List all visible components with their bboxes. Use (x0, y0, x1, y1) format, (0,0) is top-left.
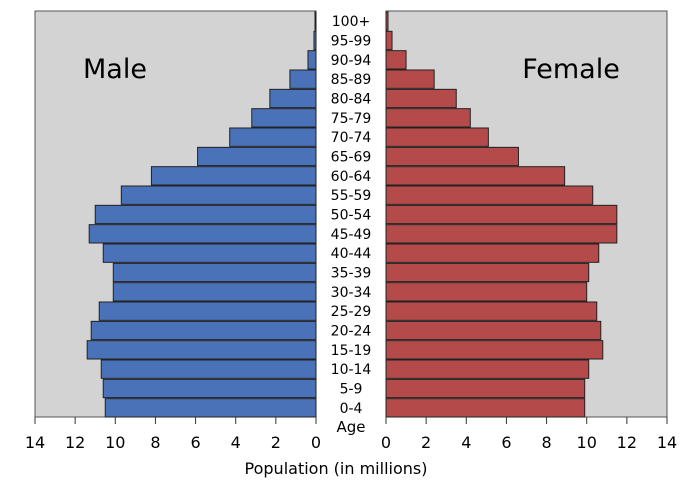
female-bar-65-69 (385, 146, 519, 167)
x-axis-title: Population (in millions) (245, 459, 428, 478)
female-bar-95-99 (385, 30, 393, 51)
male-bar-0-4 (104, 398, 317, 418)
female-bar-100+ (385, 11, 389, 31)
female-bar-75-79 (385, 108, 471, 128)
age-label: 85-89 (331, 72, 372, 88)
right-tick-label: 4 (461, 433, 471, 452)
left-tick-label: 4 (231, 433, 241, 452)
right-tick-label: 12 (617, 433, 637, 452)
right-tick-label: 8 (541, 433, 551, 452)
male-bar-35-39 (112, 262, 317, 283)
right-tick-label: 6 (501, 433, 511, 452)
female-bar-35-39 (385, 262, 590, 283)
male-bar-65-69 (197, 146, 317, 167)
left-tick-label: 14 (25, 433, 45, 452)
male-bar-85-89 (289, 69, 317, 89)
left-tick-label: 6 (190, 433, 200, 452)
male-bar-75-79 (251, 108, 317, 128)
right-x-axis: 0 2 4 6 8 10 12 14 (381, 417, 677, 452)
age-label: 35-39 (331, 266, 372, 282)
age-label: 60-64 (331, 169, 372, 185)
age-axis-label: Age (336, 418, 365, 436)
female-bar-80-84 (385, 88, 457, 109)
age-label: 0-4 (340, 401, 363, 417)
age-label: 100+ (332, 14, 370, 30)
left-tick-label: 0 (311, 433, 321, 452)
age-label: 10-14 (331, 362, 372, 378)
female-bar-20-24 (385, 320, 602, 341)
age-label: 55-59 (331, 188, 372, 204)
male-bar-90-94 (307, 50, 317, 70)
male-bar-55-59 (120, 185, 317, 205)
female-bar-5-9 (385, 378, 586, 399)
male-bar-10-14 (100, 359, 317, 379)
male-bar-40-44 (102, 243, 317, 263)
age-label: 45-49 (331, 227, 372, 243)
left-tick-label: 2 (271, 433, 281, 452)
female-bar-15-19 (385, 340, 604, 360)
age-label: 5-9 (340, 382, 363, 398)
age-label: 20-24 (331, 324, 372, 340)
male-bar-80-84 (269, 88, 317, 109)
age-labels: 100+ 95-99 90-94 85-89 80-84 75-79 70-74 65-69 6… (331, 14, 372, 417)
age-label: 40-44 (331, 246, 372, 262)
male-bar-45-49 (88, 224, 317, 244)
male-bar-60-64 (150, 166, 317, 186)
female-bar-60-64 (385, 166, 566, 186)
male-series-label: Male (83, 54, 147, 85)
male-bar-15-19 (86, 340, 317, 360)
right-tick-label: 2 (421, 433, 431, 452)
age-label: 80-84 (331, 92, 372, 108)
male-bar-5-9 (102, 378, 317, 399)
male-bar-70-74 (229, 127, 317, 147)
female-bar-45-49 (385, 224, 618, 244)
female-bars (385, 11, 618, 418)
male-bar-95-99 (313, 30, 317, 51)
right-tick-label: 14 (657, 433, 677, 452)
left-tick-label: 8 (150, 433, 160, 452)
female-bar-40-44 (385, 243, 600, 263)
female-bar-25-29 (385, 301, 598, 321)
male-bar-25-29 (98, 301, 317, 321)
left-tick-label: 10 (105, 433, 125, 452)
female-bar-55-59 (385, 185, 594, 205)
male-bars (86, 11, 317, 418)
female-bar-85-89 (385, 69, 435, 89)
female-bar-90-94 (385, 50, 407, 70)
female-series-label: Female (522, 54, 620, 85)
male-bar-100+ (314, 11, 317, 31)
right-tick-label: 0 (381, 433, 391, 452)
age-label: 95-99 (331, 34, 372, 50)
age-label: 70-74 (331, 130, 372, 146)
age-label: 90-94 (331, 53, 372, 69)
male-bar-30-34 (112, 282, 317, 302)
female-bar-50-54 (385, 204, 618, 225)
age-label: 15-19 (331, 343, 372, 359)
age-label: 25-29 (331, 304, 372, 320)
female-bar-70-74 (385, 127, 489, 147)
age-label: 75-79 (331, 111, 372, 127)
female-bar-30-34 (385, 282, 588, 302)
male-bar-50-54 (94, 204, 317, 225)
female-bar-10-14 (385, 359, 590, 379)
age-label: 65-69 (331, 150, 372, 166)
left-x-axis: 0 2 4 6 8 10 12 14 (25, 417, 321, 452)
age-label: 50-54 (331, 208, 372, 224)
right-tick-label: 10 (577, 433, 597, 452)
age-label: 30-34 (331, 285, 372, 301)
left-tick-label: 12 (65, 433, 85, 452)
male-bar-20-24 (90, 320, 317, 341)
female-bar-0-4 (385, 398, 586, 418)
